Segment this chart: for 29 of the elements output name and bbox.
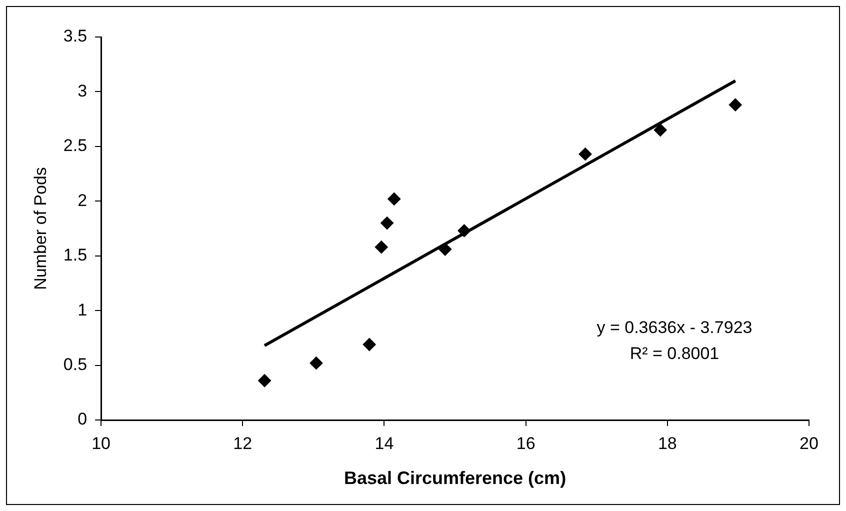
annotation: y = 0.3636x - 3.7923 [596, 318, 752, 337]
point [258, 374, 272, 388]
y-tick-label: 1 [78, 300, 88, 320]
y-tick-label: 3.5 [63, 26, 88, 46]
x-tick-label: 10 [92, 434, 110, 453]
x-tick-label: 14 [374, 434, 394, 453]
point [310, 356, 323, 370]
y-tick-label: 2.5 [63, 136, 88, 156]
point [374, 240, 388, 254]
point [578, 148, 592, 161]
point [362, 338, 376, 351]
point [728, 98, 742, 112]
x-tick-label: 12 [233, 434, 252, 453]
point [388, 192, 401, 206]
point [380, 216, 394, 230]
x-tick-label: 16 [516, 434, 536, 453]
y-tick-label: 2 [78, 190, 88, 210]
point [654, 124, 667, 137]
x-tick-label: 18 [658, 434, 677, 453]
point [458, 224, 471, 238]
x-axis-title: Basal Circumference (cm) [344, 468, 566, 488]
y-tick-label: 3 [78, 81, 88, 100]
y-tick-label: 0 [78, 410, 88, 429]
y-tick-label: 0.5 [63, 354, 88, 374]
annotation: R² = 0.8001 [630, 344, 720, 363]
point [438, 242, 452, 256]
x-tick-label: 20 [800, 434, 818, 453]
y-tick-label: 1.5 [63, 246, 88, 265]
y-axis-title: Number of Pods [30, 167, 50, 290]
